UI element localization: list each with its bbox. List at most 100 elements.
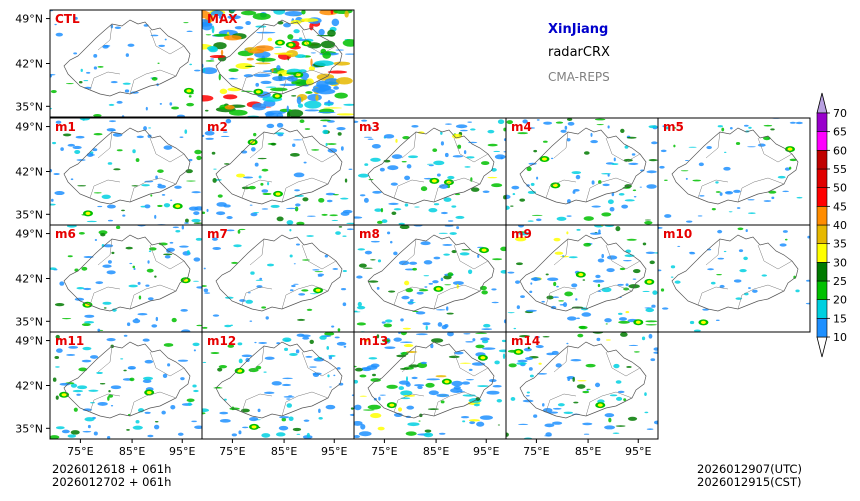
echo-cell (293, 283, 299, 285)
echo-cell (595, 274, 601, 279)
echo-cell (170, 199, 173, 202)
echo-cell (249, 320, 253, 322)
echo-cell (82, 346, 92, 351)
echo-cell (260, 80, 272, 85)
echo-cell (594, 118, 606, 121)
echo-cell (293, 263, 296, 265)
colorbar-bin (816, 187, 828, 207)
echo-cell (436, 393, 450, 398)
echo-cell (163, 145, 173, 150)
echo-cell (238, 228, 246, 231)
echo-cell (487, 129, 495, 134)
echo-cell (597, 258, 605, 263)
echo-cell (340, 288, 347, 291)
echo-cell (644, 220, 653, 225)
echo-cell (515, 236, 527, 242)
echo-cell (592, 279, 605, 283)
colorbar-bin (816, 168, 828, 188)
echo-cell (106, 338, 116, 342)
echo-cell (575, 174, 581, 180)
echo-cell (121, 209, 125, 212)
echo-cell (154, 421, 159, 423)
echo-cell (648, 125, 658, 129)
echo-cell (54, 303, 65, 307)
echo-cell (763, 124, 773, 127)
colorbar-tick-label: 70 (833, 107, 847, 120)
inner-borders (545, 131, 641, 203)
echo-cell (132, 149, 136, 154)
echo-cell (144, 204, 151, 209)
echo-cell (244, 65, 256, 67)
echo-cell (354, 404, 362, 411)
echo-cell (432, 280, 439, 284)
echo-cell (673, 144, 676, 148)
echo-core-peak (431, 179, 437, 183)
lat-tick-label: 35°N (15, 100, 43, 113)
echo-cell (154, 214, 157, 219)
echo-cell (61, 317, 72, 320)
echo-cell (123, 334, 128, 337)
panel-background (506, 225, 658, 332)
echo-cell (273, 10, 286, 15)
echo-cell (271, 142, 276, 146)
echo-cell (517, 359, 528, 363)
echo-cell (351, 394, 354, 397)
echo-cell (535, 345, 544, 349)
echo-cell (738, 249, 744, 253)
echo-cell (364, 250, 373, 255)
echo-cell (275, 432, 286, 437)
lon-tick-label: 75°E (219, 445, 245, 458)
colorbar-tick-label: 45 (833, 200, 847, 213)
echo-cell (163, 203, 171, 208)
echo-cell (110, 81, 118, 84)
colorbar-tick-label: 10 (833, 331, 847, 344)
product-title: radarCRX (548, 45, 610, 60)
echo-cell (538, 362, 542, 365)
echo-cell (406, 405, 415, 410)
echo-cell (151, 77, 158, 81)
echo-cell (286, 220, 294, 225)
echo-cell (241, 186, 251, 190)
echo-cell (142, 376, 154, 381)
echo-cell (545, 273, 549, 276)
echo-cell (567, 377, 571, 382)
echo-cell (191, 191, 201, 194)
lat-tick-label: 49°N (15, 121, 43, 134)
echo-cell (418, 420, 421, 422)
echo-cell (363, 197, 369, 203)
echo-cell (164, 38, 167, 41)
echo-cell (411, 124, 419, 128)
echo-cell (583, 242, 591, 247)
echo-cell (298, 37, 303, 40)
inner-borders (89, 238, 185, 310)
region-border (367, 127, 495, 205)
echo-cell (325, 404, 336, 410)
echo-cell (186, 250, 190, 255)
echo-cell (575, 298, 578, 301)
echo-cell (442, 243, 453, 246)
echo-cell (84, 314, 95, 318)
panel-m5: m5 (657, 117, 811, 226)
echo-cell (405, 287, 414, 293)
echo-cell (332, 268, 339, 270)
echo-cell (536, 119, 540, 121)
echo-cell (216, 202, 227, 207)
echo-cell (743, 124, 749, 127)
echo-cell (285, 207, 298, 210)
echo-cell (335, 231, 341, 235)
echo-cell (743, 256, 748, 261)
colorbar-extend-min (816, 336, 828, 358)
echo-cell (459, 252, 470, 256)
echo-cell (370, 378, 381, 382)
echo-cell (632, 268, 641, 274)
echo-cell (159, 103, 163, 105)
echo-cell (98, 230, 108, 235)
echo-cell (444, 152, 449, 158)
echo-cell (617, 283, 624, 286)
echo-cell (441, 324, 448, 330)
echo-cell (124, 89, 130, 93)
echo-cell (433, 203, 440, 206)
echo-cell (378, 396, 381, 401)
echo-cell (261, 306, 267, 309)
lat-tick-label: 49°N (15, 335, 43, 348)
